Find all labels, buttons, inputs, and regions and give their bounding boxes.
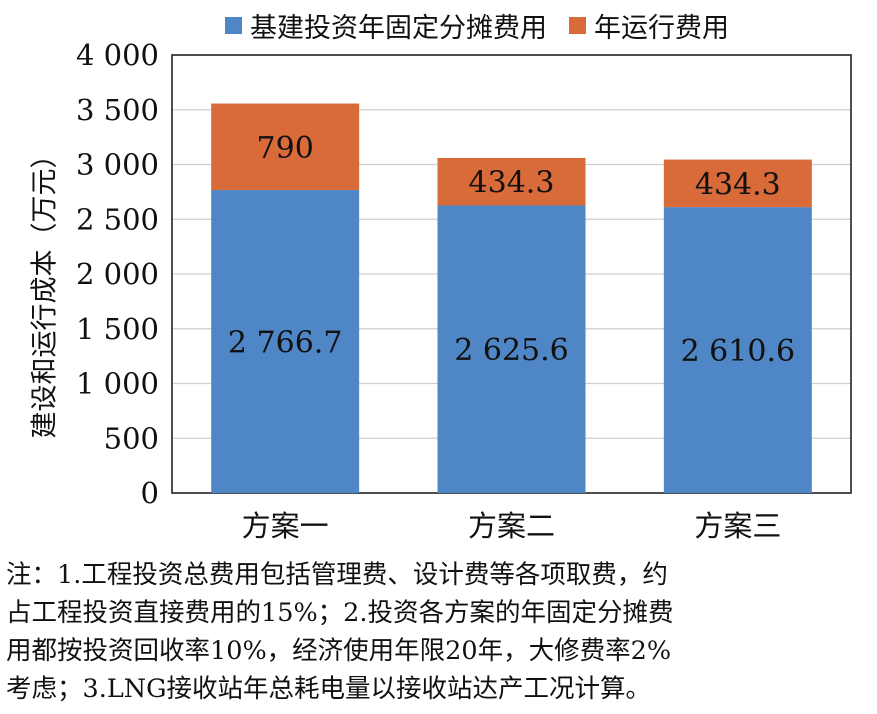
legend-item-fixed-cost: 基建投资年固定分摊费用: [225, 6, 547, 45]
bar-running-cost: [211, 103, 360, 191]
note-line: 注：1.工程投资总费用包括管理费、设计费等各项取费，约: [6, 560, 668, 590]
x-tick-label: 方案二: [468, 509, 555, 543]
data-label: 434.3: [469, 166, 555, 201]
bar-running-cost: [437, 157, 586, 206]
y-tick-label: 4 000: [76, 38, 159, 72]
legend-swatch-running-cost: [569, 17, 586, 34]
bar-running-cost: [663, 159, 812, 208]
note-line: 占工程投资直接费用的15%；2.投资各方案的年固定分摊费: [6, 598, 674, 628]
data-label: 434.3: [695, 167, 781, 202]
note-line: 用都按投资回收率10%，经济使用年限20年，大修费率2%: [6, 636, 672, 666]
legend-swatch-fixed-cost: [225, 17, 242, 34]
chart-legend: 基建投资年固定分摊费用 年运行费用: [225, 6, 751, 45]
y-tick-label: 3 000: [76, 148, 159, 182]
bar-fixed-cost: [663, 207, 812, 494]
y-tick-label: 3 500: [76, 93, 159, 127]
y-tick-label: 0: [141, 476, 159, 510]
chart-note: 注：1.工程投资总费用包括管理费、设计费等各项取费，约 占工程投资直接费用的15…: [6, 556, 872, 708]
note-line: 考虑；3.LNG接收站年总耗电量以接收站达产工况计算。: [6, 674, 651, 704]
legend-label-running-cost: 年运行费用: [594, 13, 729, 44]
data-label: 2 610.6: [681, 334, 796, 369]
bar-fixed-cost: [211, 190, 360, 493]
data-label: 2 766.7: [228, 326, 343, 361]
y-tick-label: 1 500: [76, 312, 159, 346]
y-tick-label: 500: [104, 421, 159, 455]
bar-fixed-cost: [437, 205, 586, 493]
x-tick-label: 方案一: [242, 509, 329, 543]
x-tick-label: 方案三: [694, 509, 781, 543]
legend-item-running-cost: 年运行费用: [569, 6, 729, 45]
stacked-bar-chart: 0 500 1 000 1 500 2 000 2 500 3 000 3 500 4 000 2…: [76, 38, 852, 543]
y-tick-label: 2 500: [76, 202, 159, 236]
data-label: 790: [257, 131, 314, 166]
legend-label-fixed-cost: 基建投资年固定分摊费用: [250, 13, 547, 44]
data-label: 2 625.6: [454, 333, 569, 368]
y-tick-label: 1 000: [76, 367, 159, 401]
y-tick-label: 2 000: [76, 257, 159, 291]
